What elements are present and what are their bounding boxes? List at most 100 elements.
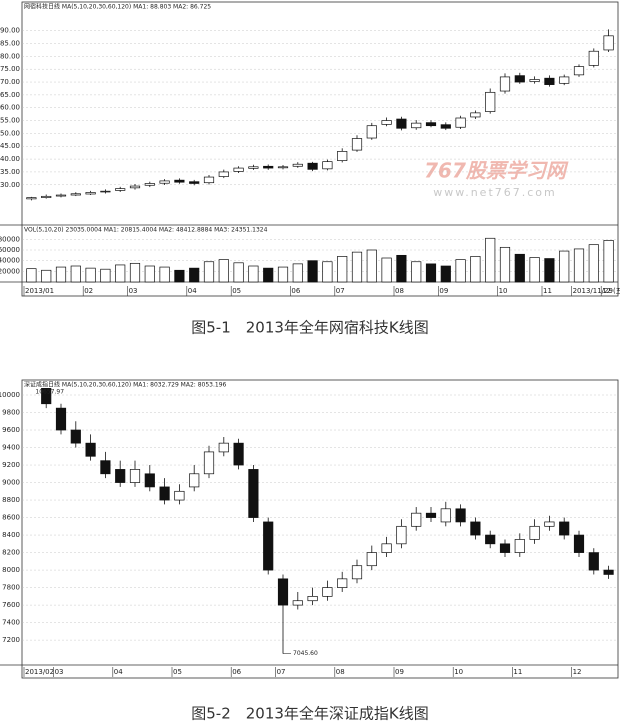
chart-frame [21, 379, 619, 679]
y-tick-label: 9600 [2, 426, 20, 434]
x-tick-label: 09 [439, 287, 448, 295]
candle-body [100, 460, 111, 475]
x-tick-label: 08 [336, 668, 345, 676]
candle-body [381, 543, 392, 553]
figure-caption: 图5-1 2013年全年网宿科技K线图 [191, 319, 429, 337]
x-tick-label: 07 [336, 287, 345, 295]
candle-body [307, 162, 318, 170]
x-tick-label: 11 [513, 668, 522, 676]
candle-body [514, 75, 525, 83]
candle-body [26, 197, 37, 200]
candle-body [203, 451, 215, 475]
x-tick-label: 11 [543, 287, 552, 295]
candle-body [174, 179, 185, 183]
volume-bar [603, 240, 614, 283]
volume-bar [218, 259, 229, 283]
volume-tick-label: 60000 [0, 246, 20, 254]
x-tick-label: 10 [499, 287, 508, 295]
volume-bar [189, 267, 200, 283]
candle-body [41, 195, 52, 198]
y-tick-label: 7200 [2, 636, 20, 644]
candle-body [55, 407, 67, 431]
y-tick-label: 35.00 [0, 168, 20, 176]
candle-body [263, 521, 274, 571]
y-tick-label: 8000 [2, 566, 20, 574]
y-tick-label: 8200 [2, 549, 20, 557]
y-tick-label: 9400 [2, 444, 20, 452]
candle-body [218, 442, 229, 453]
candle-body [248, 166, 259, 169]
y-tick-label: 55.00 [0, 117, 20, 125]
volume-bar [277, 266, 289, 283]
volume-bar [144, 265, 155, 283]
volume-bar [514, 253, 525, 283]
candle-body [189, 181, 200, 184]
x-tick-label: 12 [602, 287, 611, 295]
candle-body [144, 473, 155, 488]
candle-body [100, 190, 111, 193]
volume-bar [396, 254, 407, 283]
candle-body [411, 122, 422, 129]
candle-body [485, 534, 496, 545]
x-tick-label: 05 [232, 287, 241, 295]
candle-body [292, 163, 303, 167]
volume-bar [100, 268, 111, 283]
candle-body [129, 469, 141, 483]
y-tick-label: 7400 [2, 619, 20, 627]
volume-bar [292, 263, 303, 283]
candle-body [292, 600, 303, 606]
candle-body [129, 185, 141, 189]
candle-body [499, 543, 511, 553]
y-tick-label: 75.00 [0, 65, 20, 73]
candle-body [425, 512, 437, 518]
candle-body [174, 490, 185, 501]
candle-body [440, 508, 451, 523]
candle-body [115, 469, 126, 483]
candle-body [425, 122, 437, 127]
volume-bar [544, 258, 555, 283]
x-tick-label: 04 [188, 287, 197, 295]
volume-bar [203, 261, 215, 283]
volume-bar [455, 259, 466, 283]
candle-body [470, 112, 481, 118]
x-tick-label: 2013/11/29(五) [573, 287, 620, 295]
volume-bar [55, 266, 67, 283]
y-tick-label: 8800 [2, 496, 20, 504]
candle-body [70, 429, 81, 444]
x-tick-label: 10 [454, 668, 463, 676]
candle-body [322, 161, 333, 170]
watermark-url: www.net767.com [433, 186, 557, 199]
x-tick-label: 03 [55, 668, 64, 676]
volume-bar [351, 251, 363, 283]
y-tick-label: 7600 [2, 601, 20, 609]
volume-bar [41, 269, 52, 283]
volume-bar [573, 248, 585, 283]
chart-header: 深证成指日线 MA(5,10,20,30,60,120) MA1: 8032.7… [24, 381, 227, 389]
candle-body [396, 118, 407, 129]
candle-body [233, 442, 244, 466]
y-tick-label: 30.00 [0, 181, 20, 189]
candle-body [248, 469, 259, 518]
candle-body [85, 192, 96, 195]
volume-bar [440, 265, 451, 283]
x-tick-label: 08 [395, 287, 404, 295]
volume-bar [322, 261, 333, 283]
volume-bar [26, 268, 37, 283]
volume-bar [263, 267, 274, 283]
candle-body [337, 578, 348, 588]
candle-body [277, 578, 289, 606]
candle-body [559, 521, 570, 536]
x-tick-label: 12 [573, 668, 582, 676]
volume-bar [485, 237, 496, 283]
candle-body [485, 91, 496, 112]
volume-bar [70, 265, 81, 283]
candle-body [85, 442, 96, 457]
candle-body [233, 167, 244, 172]
candles [41, 388, 614, 654]
y-tick-label: 8600 [2, 514, 20, 522]
candle-body [588, 552, 599, 571]
candle-body [544, 521, 555, 527]
candle-body [41, 388, 52, 405]
